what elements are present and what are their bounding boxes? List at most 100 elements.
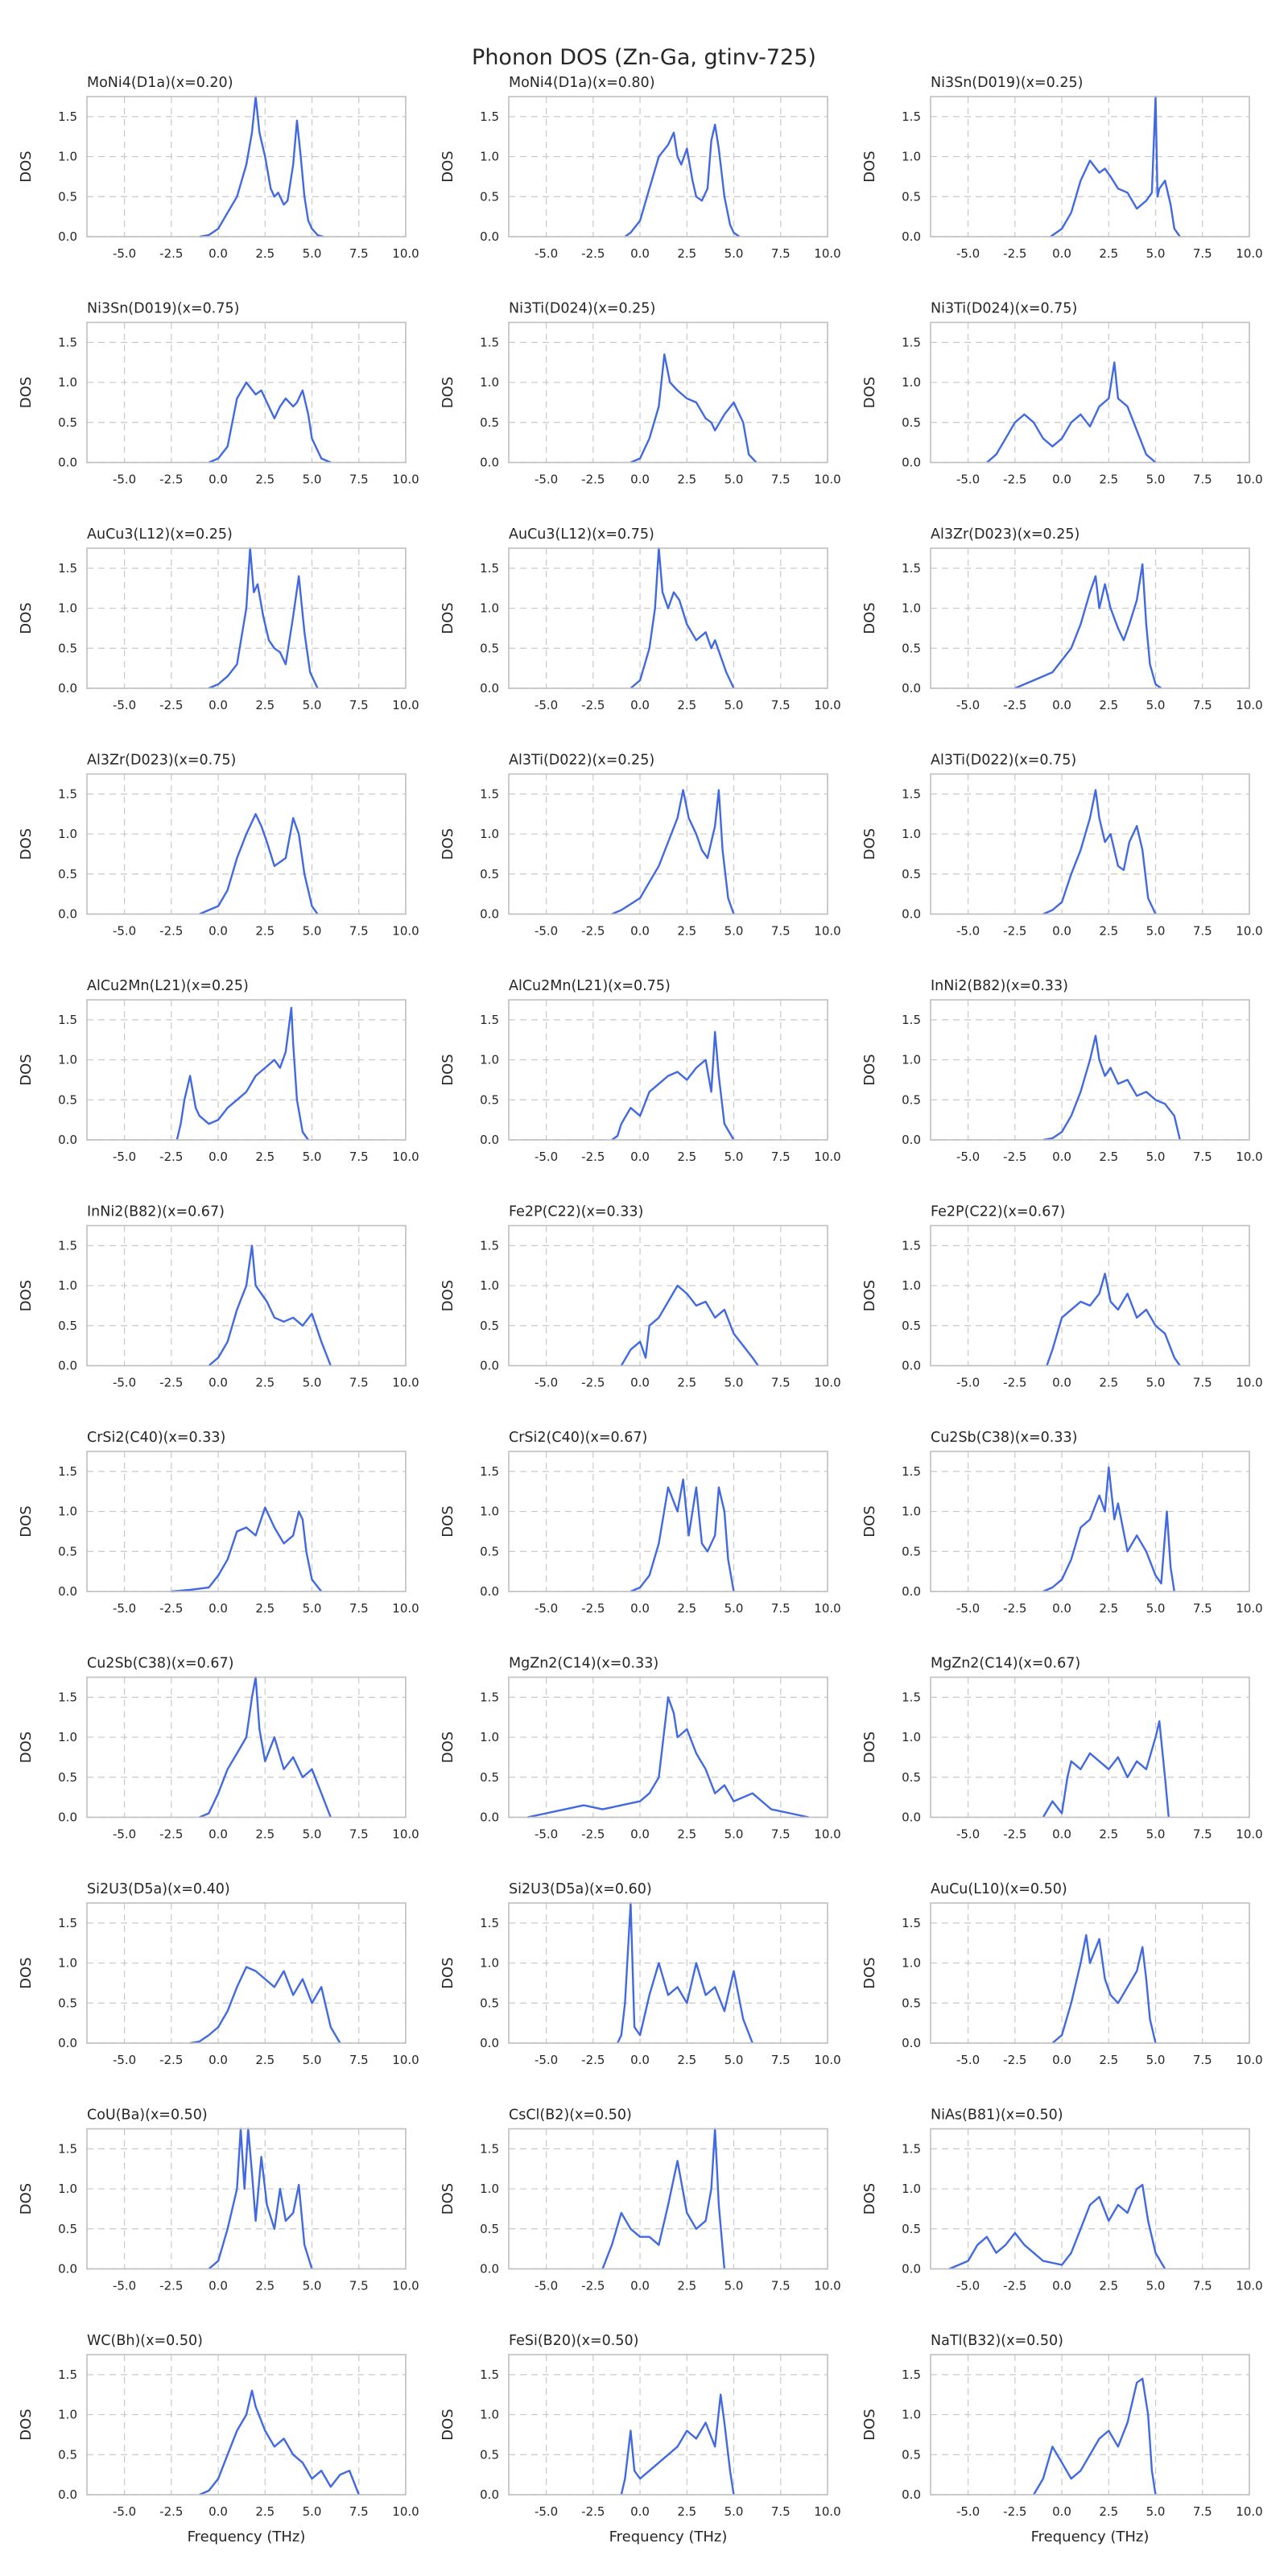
- subplot-26: -5.0 -2.5 0.0 2.5 5.0 7.5 10.0 0.0 0.5 1.0 1.5 Si2U…: [440, 1881, 841, 2067]
- plot-frame: [86, 321, 407, 464]
- x-tick-label: 10.0: [392, 1827, 419, 1842]
- x-tick-label: 2.5: [1099, 2504, 1118, 2519]
- x-tick-label: 0.0: [1052, 2504, 1071, 2519]
- subplot-23: -5.0 -2.5 0.0 2.5 5.0 7.5 10.0 0.0 0.5 1.0 1.5 MgZn…: [440, 1656, 841, 1842]
- x-tick-label: 0.0: [208, 473, 228, 487]
- subplot-title: Ni3Ti(D024)(x=0.75): [931, 301, 1077, 317]
- subplot-title: Fe2P(C22)(x=0.67): [931, 1204, 1065, 1220]
- y-tick-label: 1.5: [480, 335, 499, 349]
- x-tick-label: -2.5: [159, 2053, 183, 2067]
- y-tick-label: 0.5: [58, 1544, 77, 1558]
- x-tick-label: -5.0: [956, 1150, 980, 1164]
- x-tick-label: 5.0: [724, 1376, 744, 1390]
- plot-area: [87, 774, 406, 914]
- plot-area: [931, 2355, 1249, 2495]
- x-tick-label: -2.5: [159, 1601, 183, 1616]
- y-tick-label: 0.0: [902, 907, 921, 922]
- dos-series-line: [527, 1696, 809, 1818]
- x-tick-label: -5.0: [956, 924, 980, 939]
- plot-area: [509, 2355, 828, 2495]
- x-tick-label: 2.5: [255, 698, 275, 712]
- x-tick-label: 0.0: [1052, 2053, 1071, 2067]
- x-tick-label: 0.0: [630, 2053, 650, 2067]
- y-tick-label: 1.0: [902, 1730, 921, 1744]
- x-tick-label: 2.5: [677, 246, 696, 261]
- y-tick-label: 1.5: [480, 1013, 499, 1027]
- y-axis-label: DOS: [861, 828, 878, 860]
- y-tick-label: 1.0: [480, 601, 499, 616]
- dos-series-line: [189, 1966, 341, 2045]
- plot-frame: [86, 1676, 407, 1818]
- x-tick-label: -2.5: [581, 1827, 605, 1842]
- y-tick-label: 1.0: [902, 2408, 921, 2422]
- dos-series-line: [1042, 1719, 1170, 1818]
- plot-frame: [508, 2354, 828, 2496]
- x-tick-label: 5.0: [303, 2504, 322, 2519]
- y-tick-label: 0.5: [480, 415, 499, 430]
- x-tick-label: 0.0: [630, 473, 650, 487]
- y-tick-label: 1.5: [58, 1690, 77, 1704]
- y-tick-label: 1.0: [58, 827, 77, 841]
- subplot-12: -5.0 -2.5 0.0 2.5 5.0 7.5 10.0 0.0 0.5 1.0 1.5 Al3T…: [861, 753, 1263, 939]
- x-tick-label: 10.0: [392, 1150, 419, 1164]
- y-tick-label: 1.5: [480, 2141, 499, 2156]
- y-tick-label: 1.0: [480, 375, 499, 390]
- x-tick-label: 7.5: [349, 473, 369, 487]
- x-tick-label: -2.5: [581, 2053, 605, 2067]
- subplot-title: FeSi(B20)(x=0.50): [509, 2333, 638, 2349]
- subplot-29: -5.0 -2.5 0.0 2.5 5.0 7.5 10.0 0.0 0.5 1.0 1.5 CsCl…: [440, 2107, 841, 2293]
- dos-series-line: [1051, 1934, 1157, 2044]
- plot-frame: [508, 1224, 828, 1367]
- x-tick-label: 5.0: [303, 246, 322, 261]
- x-tick-label: 10.0: [814, 698, 840, 712]
- y-tick-label: 0.5: [58, 2447, 77, 2462]
- y-tick-label: 1.5: [480, 1464, 499, 1479]
- x-tick-label: -2.5: [581, 1150, 605, 1164]
- x-tick-label: -2.5: [1003, 2279, 1026, 2293]
- plot-area: [931, 1677, 1249, 1818]
- x-tick-label: -2.5: [159, 1150, 183, 1164]
- y-tick-label: 0.0: [58, 456, 77, 470]
- x-tick-label: 7.5: [771, 698, 791, 712]
- x-tick-label: 10.0: [1236, 1376, 1262, 1390]
- dos-series-line: [208, 547, 319, 690]
- x-tick-label: 7.5: [1193, 1376, 1212, 1390]
- plot-frame: [930, 2128, 1250, 2270]
- x-tick-label: 10.0: [1236, 698, 1262, 712]
- plot-area: [931, 1000, 1249, 1140]
- subplot-4: -5.0 -2.5 0.0 2.5 5.0 7.5 10.0 0.0 0.5 1.0 1.5 Ni3S…: [18, 301, 419, 487]
- x-tick-label: 2.5: [677, 1376, 696, 1390]
- y-axis-label: DOS: [18, 1054, 35, 1085]
- x-tick-label: 7.5: [349, 2279, 369, 2293]
- x-tick-label: 10.0: [814, 1150, 840, 1164]
- dos-series-line: [1050, 95, 1181, 237]
- x-tick-label: 2.5: [677, 473, 696, 487]
- y-tick-label: 1.0: [480, 1278, 499, 1293]
- y-tick-label: 0.0: [58, 1359, 77, 1373]
- subplot-title: NiAs(B81)(x=0.50): [931, 2107, 1063, 2124]
- x-tick-label: 10.0: [1236, 473, 1262, 487]
- plot-frame: [930, 321, 1250, 464]
- y-tick-label: 0.5: [902, 2447, 921, 2462]
- subplot-title: Al3Zr(D023)(x=0.25): [931, 526, 1080, 543]
- y-axis-label: DOS: [18, 151, 35, 182]
- x-tick-label: -5.0: [535, 924, 558, 939]
- subplot-title: Si2U3(D5a)(x=0.40): [87, 1881, 230, 1897]
- x-tick-label: 5.0: [724, 2053, 744, 2067]
- y-tick-label: 0.0: [58, 2262, 77, 2277]
- dos-series-line: [611, 1030, 735, 1141]
- plot-frame: [930, 96, 1250, 237]
- subplot-33: -5.0 -2.5 0.0 2.5 5.0 7.5 10.0 0.0 0.5 1.0 1.5 NaTl…: [861, 2333, 1263, 2545]
- plot-area: [931, 548, 1249, 688]
- dos-series-line: [199, 1676, 332, 1818]
- subplot-14: -5.0 -2.5 0.0 2.5 5.0 7.5 10.0 0.0 0.5 1.0 1.5 AlCu…: [440, 978, 841, 1164]
- x-tick-label: 7.5: [349, 2504, 369, 2519]
- y-tick-label: 0.5: [480, 1092, 499, 1107]
- y-tick-label: 1.5: [58, 1238, 77, 1253]
- x-tick-label: -2.5: [1003, 2504, 1026, 2519]
- plot-area: [87, 1451, 406, 1591]
- subplot-25: -5.0 -2.5 0.0 2.5 5.0 7.5 10.0 0.0 0.5 1.0 1.5 Si2U…: [18, 1881, 419, 2067]
- x-tick-label: 0.0: [1052, 2279, 1071, 2293]
- y-tick-label: 1.0: [480, 2408, 499, 2422]
- subplot-title: CrSi2(C40)(x=0.33): [87, 1430, 225, 1446]
